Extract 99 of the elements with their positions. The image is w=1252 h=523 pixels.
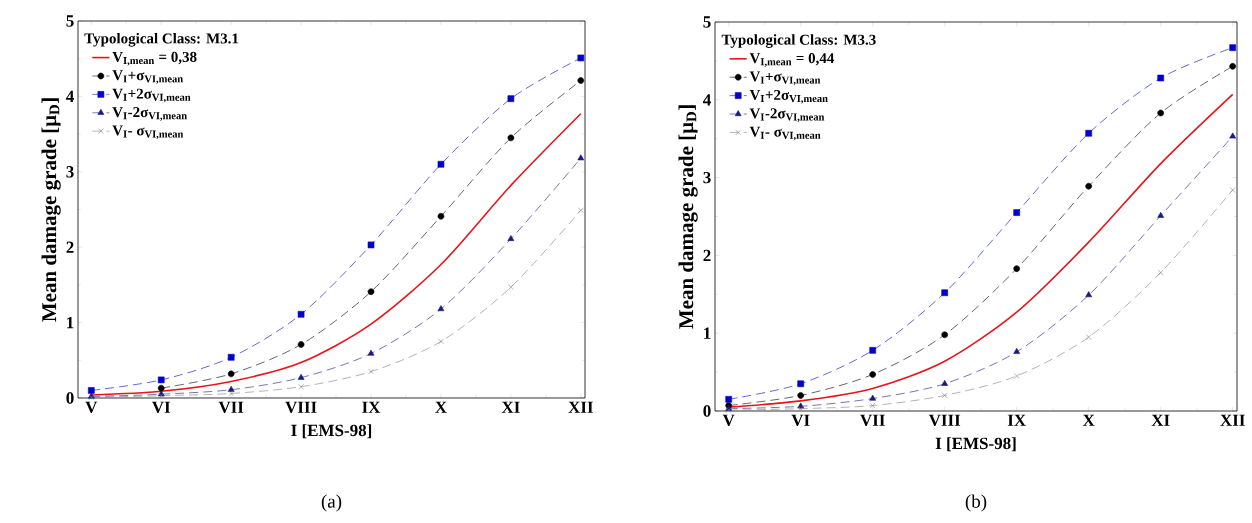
y-tick-label: 1 (67, 316, 74, 329)
point (297, 373, 305, 380)
x-tick-label: IX (1007, 414, 1026, 426)
legend-label: V$_{I}$- σ$_{VI,mean}$ (749, 126, 821, 141)
point (1013, 265, 1020, 272)
point (227, 370, 235, 378)
point (797, 380, 804, 388)
point (87, 387, 95, 394)
x-tick-label: XI (1151, 414, 1170, 426)
point (367, 288, 375, 295)
point (1013, 348, 1021, 354)
point (725, 396, 732, 403)
x-tick-label: VIII (928, 414, 961, 427)
legend-label: V$_{I,mean}$ = 0,44 (749, 53, 835, 67)
point (437, 305, 445, 312)
point (507, 134, 515, 142)
point (1013, 209, 1020, 216)
point (508, 284, 514, 290)
point (367, 241, 375, 249)
point (438, 338, 444, 345)
point (1085, 129, 1092, 137)
y-tick-label: 3 (66, 166, 74, 178)
y-tick-label: 2 (66, 241, 74, 253)
point (941, 289, 948, 297)
x-tick-label: XII (568, 401, 593, 413)
point (1085, 334, 1092, 340)
point (298, 383, 304, 390)
legend-label: V$_{I,mean}$ = 0,38 (112, 51, 197, 66)
point (368, 368, 374, 375)
point (941, 392, 948, 399)
point (1013, 373, 1020, 379)
point (1229, 63, 1236, 70)
legend-label: V$_{I}$- σ$_{VI,mean}$ (112, 125, 184, 140)
y-tick-label: 4 (66, 90, 74, 102)
x-tick-label: IX (362, 401, 381, 413)
point (869, 394, 877, 401)
y-tick-label: 5 (66, 15, 74, 27)
x-tick-label: VII (218, 401, 244, 414)
point (577, 54, 585, 62)
x-tick-label: VII (860, 414, 885, 427)
text: (a) (321, 494, 342, 512)
y-axis-title: Mean damage grade [μ$_{D}$] (678, 105, 698, 329)
y-tick-label: 0 (66, 392, 74, 404)
legend-label: V$_{I}$-2σ$_{VI,mean}$ (112, 107, 187, 121)
y-tick-label: 0 (703, 405, 711, 417)
x-tick-label: VI (151, 401, 171, 414)
x-tick-label: VI (791, 414, 810, 427)
legend-label: V$_{I}$-2σ$_{VI,mean}$ (749, 108, 825, 123)
point (507, 235, 515, 241)
y-axis-title: Mean damage grade [μ$_{D}$] (41, 98, 61, 322)
legend-label: V$_{I}$+2σ$_{VI,mean}$ (112, 88, 191, 103)
y-tick-label: 3 (703, 171, 711, 184)
point (869, 402, 876, 409)
x-tick-label: VIII (285, 401, 317, 414)
point (577, 154, 585, 161)
point (797, 392, 804, 399)
text: (b) (965, 494, 987, 512)
x-tick-label: XI (501, 401, 520, 413)
y-tick-label: 2 (703, 249, 711, 262)
point (941, 331, 948, 339)
y-tick-label: 5 (703, 16, 711, 28)
point (507, 95, 515, 102)
point (227, 353, 235, 361)
y-tick-label: 1 (704, 327, 711, 339)
point (297, 311, 305, 318)
point (1229, 44, 1236, 51)
point (1229, 132, 1237, 139)
point (157, 384, 165, 392)
point (869, 371, 876, 378)
x-tick-label: X (1082, 414, 1095, 426)
point (297, 341, 305, 348)
legend-label: V$_{I}$+2σ$_{VI,mean}$ (749, 89, 828, 104)
legend-title: Typological Class: M3.1 (84, 32, 239, 47)
x-tick-label: XII (1220, 414, 1245, 426)
point (1157, 211, 1165, 218)
point (437, 160, 445, 168)
point (577, 77, 585, 84)
x-tick-label: X (435, 401, 447, 413)
point (1085, 182, 1092, 190)
point (437, 212, 445, 220)
x-tick-label: V (722, 414, 735, 427)
x-tick-label: V (85, 401, 98, 414)
point (1085, 291, 1093, 298)
point (1157, 74, 1164, 82)
x-axis-title: I [EMS-98] (935, 437, 1016, 452)
y-tick-label: 4 (703, 94, 711, 106)
point (578, 207, 584, 214)
point (367, 349, 375, 356)
point (869, 347, 876, 354)
legend-title: Typological Class: M3.3 (721, 34, 876, 48)
legend-label: V$_{I}$+σ$_{VI,mean}$ (749, 71, 821, 86)
point (228, 390, 234, 397)
point (941, 379, 949, 386)
point (157, 376, 165, 384)
legend-label: V$_{I}$+σ$_{VI,mean}$ (112, 70, 183, 84)
point (1157, 109, 1164, 117)
x-axis-title: I [EMS-98] (291, 424, 372, 439)
point (1157, 269, 1164, 276)
point (1229, 187, 1236, 193)
